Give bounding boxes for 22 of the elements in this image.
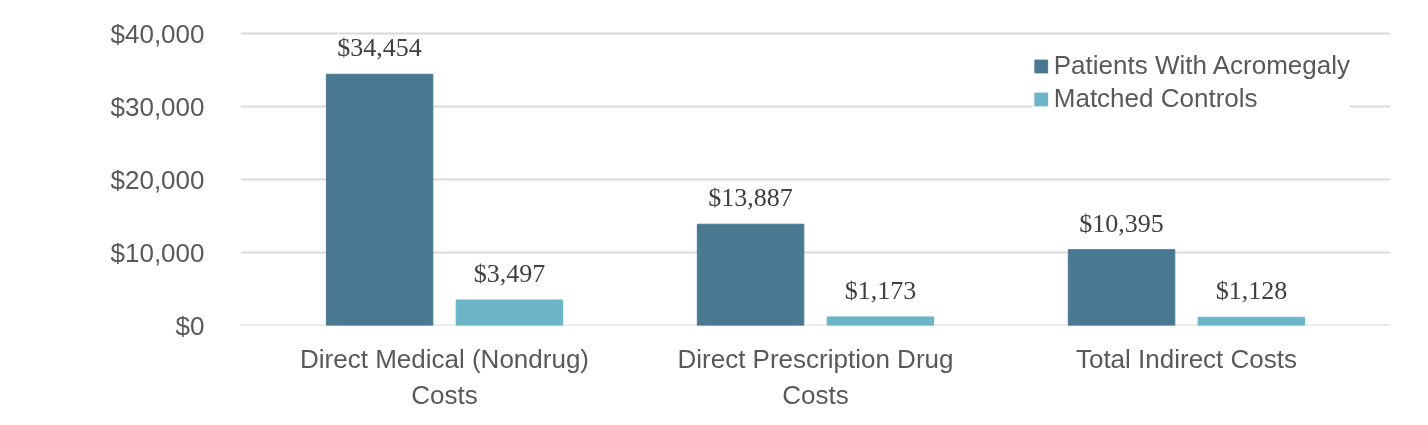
bar — [325, 73, 434, 326]
legend-label: Patients With Acromegaly — [1053, 50, 1350, 81]
data-label: $34,454 — [337, 33, 422, 63]
bar — [696, 223, 805, 326]
data-label: $3,497 — [473, 259, 546, 288]
data-label: $1,128 — [1215, 276, 1288, 306]
y-tick-label: $20,000 — [110, 164, 205, 195]
y-tick-label: $0 — [175, 310, 205, 341]
bar — [455, 299, 564, 326]
y-tick-label: $40,000 — [110, 18, 205, 49]
bar — [826, 316, 935, 326]
data-label: $10,395 — [1079, 208, 1164, 238]
data-label: $13,887 — [708, 183, 793, 213]
data-label: $1,173 — [844, 275, 917, 305]
y-tick-label: $10,000 — [110, 237, 205, 268]
x-tick-label: Direct Prescription Drug Costs — [677, 343, 954, 410]
legend-label: Matched Controls — [1053, 83, 1258, 114]
x-tick-label: Total Indirect Costs — [1075, 343, 1298, 374]
bar — [1067, 249, 1176, 326]
bar — [1197, 316, 1306, 326]
y-tick-label: $30,000 — [110, 91, 205, 122]
x-tick-label: Direct Medical (Nondrug) Costs — [300, 343, 590, 410]
